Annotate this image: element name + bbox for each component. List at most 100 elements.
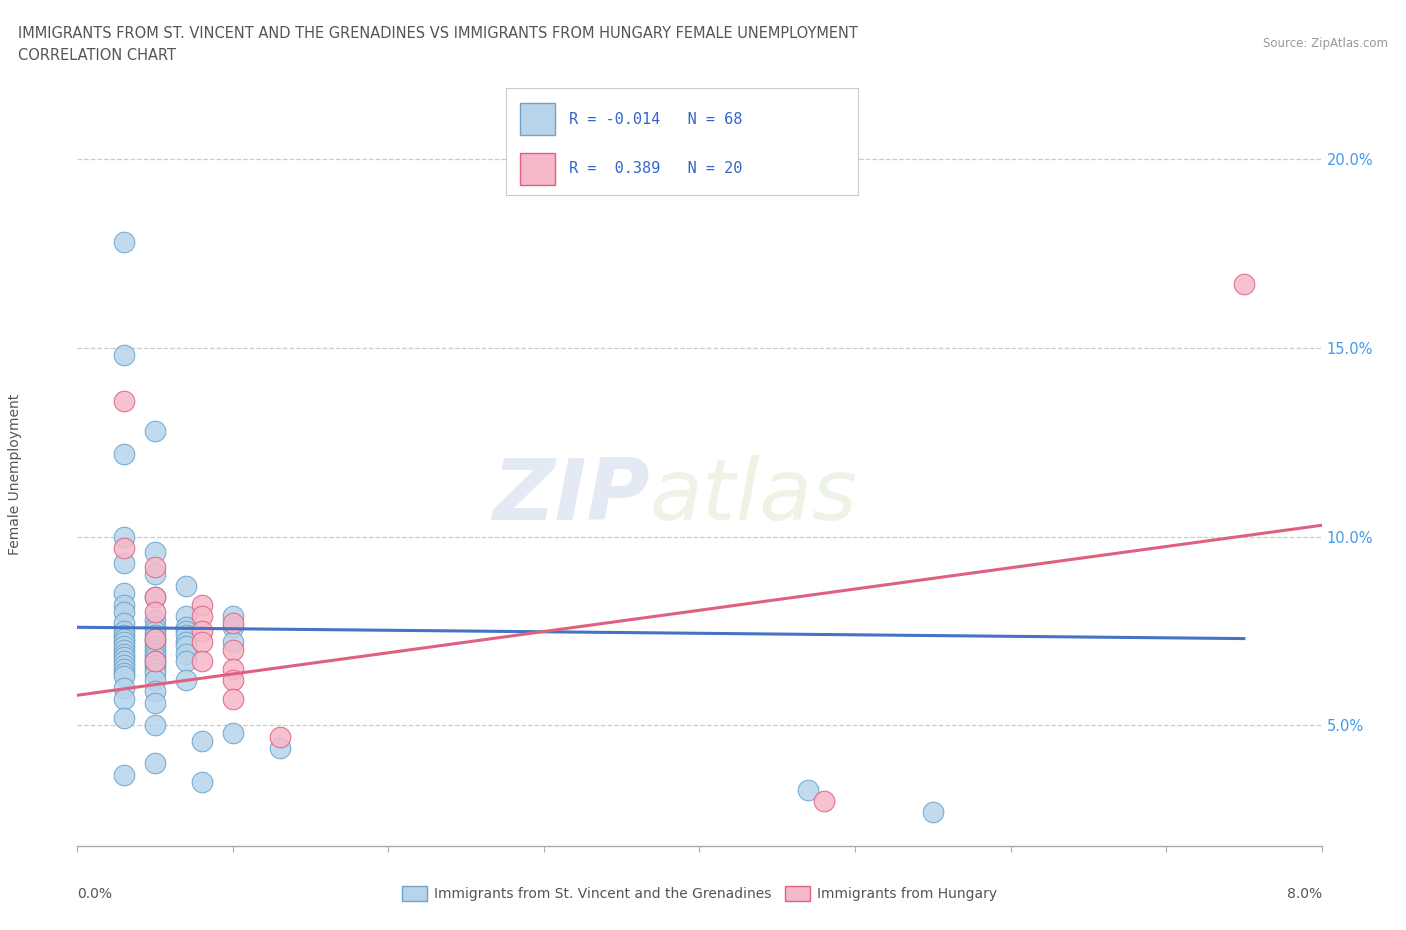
Point	[174, 635, 197, 650]
Point	[222, 635, 245, 650]
Point	[112, 658, 135, 672]
Point	[174, 619, 197, 634]
Point	[112, 586, 135, 601]
Point	[143, 635, 166, 650]
Point	[143, 604, 166, 619]
Point	[112, 643, 135, 658]
Point	[143, 643, 166, 658]
Point	[112, 529, 135, 544]
Y-axis label: Female Unemployment: Female Unemployment	[8, 393, 21, 555]
Point	[143, 654, 166, 669]
Point	[143, 567, 166, 582]
Point	[112, 661, 135, 676]
Point	[143, 624, 166, 639]
Point	[143, 619, 166, 634]
Point	[143, 631, 166, 646]
Point	[143, 756, 166, 771]
Text: ZIP: ZIP	[492, 455, 650, 538]
Text: 8.0%: 8.0%	[1286, 887, 1322, 901]
Point	[143, 590, 166, 604]
Point	[222, 692, 245, 707]
Point	[222, 643, 245, 658]
Point	[143, 590, 166, 604]
Point	[143, 658, 166, 672]
Point	[222, 616, 245, 631]
Point	[112, 646, 135, 661]
Point	[174, 672, 197, 687]
Point	[222, 661, 245, 676]
Point	[797, 782, 820, 797]
Point	[143, 654, 166, 669]
Text: R = -0.014   N = 68: R = -0.014 N = 68	[569, 112, 742, 126]
Point	[112, 692, 135, 707]
Point	[112, 628, 135, 643]
Point	[191, 775, 214, 790]
Point	[112, 631, 135, 646]
Point	[191, 608, 214, 623]
Point	[143, 665, 166, 680]
Point	[112, 665, 135, 680]
Point	[112, 348, 135, 363]
Point	[921, 804, 943, 819]
Point	[112, 624, 135, 639]
Legend: Immigrants from St. Vincent and the Grenadines, Immigrants from Hungary: Immigrants from St. Vincent and the Gren…	[396, 880, 1002, 907]
Point	[174, 628, 197, 643]
Point	[143, 631, 166, 646]
Point	[112, 635, 135, 650]
Point	[112, 393, 135, 408]
Point	[269, 729, 291, 744]
Point	[143, 423, 166, 438]
Text: CORRELATION CHART: CORRELATION CHART	[18, 48, 176, 63]
Point	[112, 767, 135, 782]
Point	[174, 578, 197, 593]
Point	[112, 711, 135, 725]
Point	[174, 639, 197, 654]
Point	[191, 654, 214, 669]
Point	[112, 234, 135, 249]
Point	[143, 559, 166, 574]
Point	[191, 635, 214, 650]
Text: atlas: atlas	[650, 455, 858, 538]
Point	[112, 555, 135, 570]
Point	[143, 628, 166, 643]
Point	[269, 740, 291, 755]
Point	[112, 597, 135, 612]
Point	[143, 672, 166, 687]
Point	[112, 604, 135, 619]
Point	[222, 608, 245, 623]
Point	[174, 654, 197, 669]
Point	[143, 650, 166, 665]
Point	[112, 639, 135, 654]
Point	[174, 608, 197, 623]
Point	[112, 446, 135, 461]
Point	[174, 646, 197, 661]
FancyBboxPatch shape	[520, 153, 555, 184]
Point	[191, 597, 214, 612]
Point	[191, 733, 214, 748]
Point	[222, 672, 245, 687]
Point	[143, 718, 166, 733]
Point	[143, 544, 166, 559]
Point	[112, 650, 135, 665]
Point	[112, 654, 135, 669]
Point	[222, 725, 245, 740]
Point	[1233, 276, 1256, 291]
Point	[143, 684, 166, 699]
Point	[112, 540, 135, 555]
Point	[143, 661, 166, 676]
FancyBboxPatch shape	[520, 103, 555, 136]
Text: R =  0.389   N = 20: R = 0.389 N = 20	[569, 161, 742, 176]
Point	[222, 619, 245, 634]
Point	[112, 616, 135, 631]
Point	[143, 612, 166, 627]
Point	[191, 624, 214, 639]
Point	[143, 696, 166, 711]
Text: IMMIGRANTS FROM ST. VINCENT AND THE GRENADINES VS IMMIGRANTS FROM HUNGARY FEMALE: IMMIGRANTS FROM ST. VINCENT AND THE GREN…	[18, 26, 858, 41]
Point	[143, 646, 166, 661]
Point	[143, 639, 166, 654]
Point	[112, 669, 135, 684]
Text: 0.0%: 0.0%	[77, 887, 112, 901]
Point	[813, 793, 835, 808]
Point	[112, 680, 135, 695]
Point	[174, 624, 197, 639]
